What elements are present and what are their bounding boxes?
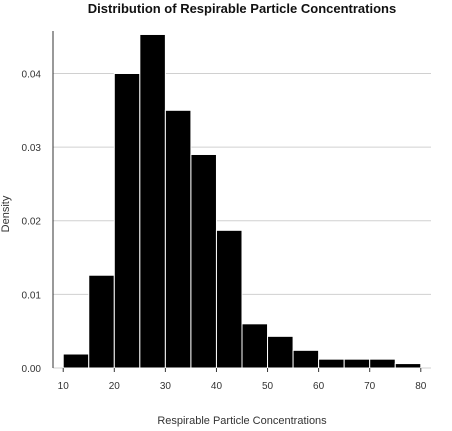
x-tick-label: 20 [109, 381, 121, 392]
y-axis-label: Density [0, 195, 12, 232]
histogram-bar [267, 335, 294, 369]
histogram-bar [113, 72, 141, 369]
x-axis-ticks: 10 20 30 40 50 60 70 80 [58, 368, 427, 392]
histogram-bar [88, 274, 115, 369]
histogram-bar [241, 323, 269, 369]
histogram-bar [369, 358, 396, 369]
histogram-bar [292, 349, 320, 369]
x-tick-label: 30 [160, 381, 172, 392]
y-axis-ticks: 0.00 0.01 0.02 0.03 0.04 [22, 31, 54, 375]
x-axis-label: Respirable Particle Concentrations [157, 415, 327, 427]
x-tick-label: 70 [364, 381, 376, 392]
x-tick-label: 80 [415, 381, 427, 392]
chart-title: Distribution of Respirable Particle Conc… [88, 1, 396, 16]
histogram-bar [318, 358, 345, 369]
histogram-bar [343, 358, 371, 369]
x-tick-label: 50 [262, 381, 274, 392]
y-tick-label: 0.01 [22, 290, 42, 301]
bars [62, 33, 422, 369]
histogram-bar [62, 353, 90, 369]
x-tick-label: 40 [211, 381, 223, 392]
histogram-bar [139, 33, 166, 369]
histogram-bar [164, 109, 192, 369]
y-tick-label: 0.04 [22, 69, 42, 80]
histogram-bar [190, 153, 217, 369]
y-tick-label: 0.03 [22, 143, 42, 154]
histogram-bar [394, 363, 422, 369]
histogram-bar [215, 229, 243, 369]
x-tick-label: 60 [313, 381, 325, 392]
y-tick-label: 0.00 [22, 364, 42, 375]
y-tick-label: 0.02 [22, 217, 42, 228]
x-tick-label: 10 [58, 381, 70, 392]
